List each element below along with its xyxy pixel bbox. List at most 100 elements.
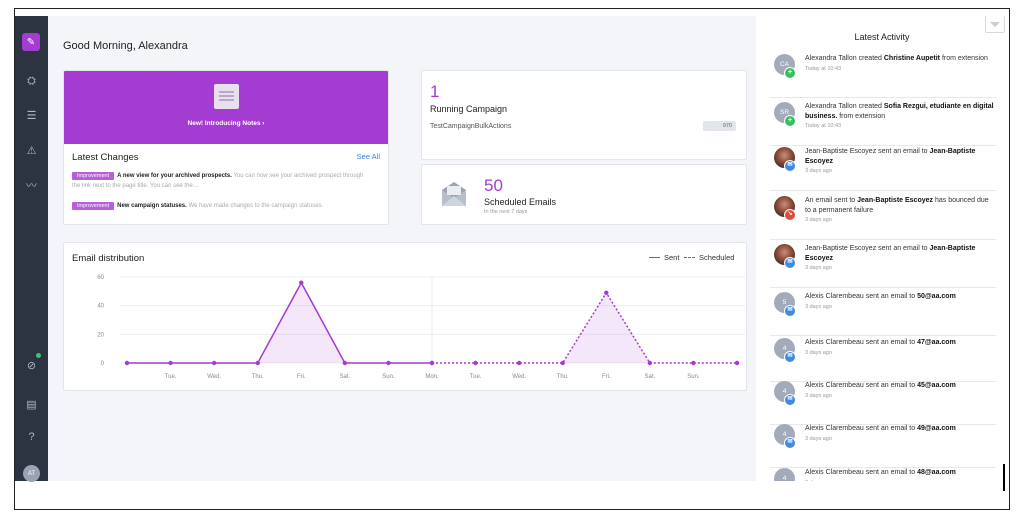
activity-time: 3 days ago [805, 217, 832, 223]
online-dot [36, 353, 41, 358]
scrollbar-thumb[interactable] [1003, 464, 1005, 491]
x-tick-label: Sat. [340, 374, 351, 380]
notes-banner[interactable]: New! Introducing Notes › [64, 71, 388, 144]
series-line [432, 291, 737, 364]
activity-avatar[interactable]: 4 [774, 468, 795, 481]
activity-time: 3 days ago [805, 168, 832, 174]
data-point [647, 360, 653, 366]
activity-text: Alexandra Tallon created Christine Aupet… [805, 54, 995, 74]
email-sent-icon: ✉ [784, 257, 796, 269]
change-headline: New campaign statuses. [117, 203, 187, 209]
x-tick-label: Fri. [602, 374, 611, 380]
scheduled-emails-count: 50 [484, 176, 503, 195]
activity-item[interactable]: 4 ✉ Alexis Clarembeau sent an email to 45@… [770, 379, 996, 425]
compass-icon[interactable]: ⊘ [15, 353, 48, 375]
notes-icon [214, 84, 239, 109]
y-tick-label: 20 [97, 332, 104, 338]
scheduled-emails-period: In the next 7 days [484, 209, 528, 215]
activity-text: Jean-Baptiste Escoyez sent an email to J… [805, 244, 995, 274]
activity-target-link[interactable]: 50@aa.com [917, 293, 956, 300]
y-tick-label: 0 [101, 361, 105, 367]
activity-text-prefix: Alexandra Tallon created [805, 103, 884, 110]
activity-target-link[interactable]: Christine Aupetit [883, 55, 941, 62]
activity-text: Alexis Clarembeau sent an email to 45@aa… [805, 381, 995, 401]
campaigns-icon[interactable]: ⚠ [26, 144, 37, 157]
dashboard-main: Good Morning, Alexandra New! Introducing… [48, 16, 756, 481]
activity-item[interactable]: SR + Alexandra Tallon created Sofia Rezgui… [770, 100, 996, 146]
activity-text-prefix: An email sent to [805, 197, 858, 204]
prospect-count-badge: 970 [703, 121, 736, 131]
x-tick-label: Tue. [470, 374, 482, 380]
data-point [168, 360, 173, 366]
x-tick-label: Tue. [165, 374, 177, 380]
activity-text: Alexis Clarembeau sent an email to 48@aa… [805, 468, 995, 481]
running-campaign-label: Running Campaign [430, 104, 508, 114]
data-point [516, 360, 522, 366]
x-tick-label: Mon. [425, 374, 439, 380]
gift-icon[interactable]: ▤ [26, 398, 37, 411]
activity-text-prefix: Jean-Baptiste Escoyez sent an email to [805, 148, 930, 155]
activity-target-link[interactable]: Jean-Baptiste Escoyez [805, 245, 976, 262]
activity-item[interactable]: ✉ Jean-Baptiste Escoyez sent an email to … [770, 242, 996, 288]
legend-scheduled[interactable]: Scheduled [684, 253, 734, 262]
legend-scheduled-label: Scheduled [699, 253, 735, 262]
see-all-link[interactable]: See All [356, 152, 380, 161]
running-campaign-card[interactable]: 1 Running Campaign TestCampaignBulkActio… [421, 70, 747, 160]
x-tick-label: Wed. [207, 374, 221, 380]
activity-item[interactable]: 5 ✉ Alexis Clarembeau sent an email to 50@… [770, 290, 996, 336]
user-avatar[interactable]: AT [23, 465, 40, 482]
activity-item[interactable]: CA + Alexandra Tallon created Christine Au… [770, 52, 996, 98]
change-item[interactable]: Improvement New campaign statuses. We hav… [72, 201, 372, 211]
improvement-badge: Improvement [72, 202, 115, 210]
activity-item[interactable]: ↘ An email sent to Jean-Baptiste Escoyez … [770, 194, 996, 240]
email-distribution-chart: 0 20 40 60 Tue. Wed. Thu. Fri. Sat. Sun. Mon. Tue. W… [97, 275, 745, 380]
activity-target-link[interactable]: 49@aa.com [917, 425, 956, 432]
data-point [604, 290, 609, 295]
change-description: We have made changes to the campaign sta… [186, 203, 324, 209]
greeting-title: Good Morning, Alexandra [63, 40, 188, 52]
lists-icon[interactable]: ☰ [26, 109, 37, 122]
analytics-icon[interactable]: 〰 [26, 180, 37, 192]
notes-announcement-link[interactable]: New! Introducing Notes › [187, 120, 265, 127]
activity-text-prefix: Alexis Clarembeau sent an email to [805, 382, 918, 389]
notes-card: New! Introducing Notes › Latest Changes … [63, 70, 389, 225]
sidebar: ✎ ⛭ ☰ ⚠ 〰 ⊘ ▤ ? AT [15, 16, 48, 482]
activity-item[interactable]: 4 ✉ Alexis Clarembeau sent an email to 49@… [770, 422, 996, 468]
activity-target-link[interactable]: 48@aa.com [917, 469, 956, 476]
x-tick-label: Sun. [382, 374, 395, 380]
legend-sent[interactable]: Sent [649, 253, 679, 262]
activity-title: Latest Activity [854, 32, 910, 42]
data-point [299, 280, 304, 285]
change-item[interactable]: Improvement A new view for your archived … [72, 171, 372, 191]
change-headline: A new view for your archived prospects. [117, 173, 232, 179]
compose-icon[interactable]: ✎ [22, 33, 40, 51]
x-tick-label: Sat. [645, 374, 656, 380]
activity-time: Today at 10:43 [805, 65, 842, 72]
activity-time: 3 days ago [805, 349, 832, 356]
activity-item[interactable]: 4✉Alexis Clarembeau sent an email to 48@… [770, 466, 996, 481]
activity-target-link[interactable]: Jean-Baptiste Escoyez [857, 197, 934, 204]
x-tick-label: Fri. [297, 374, 306, 380]
activity-target-link[interactable]: 47@aa.com [917, 339, 956, 346]
latest-changes-title: Latest Changes [72, 152, 139, 163]
x-tick-label: Thu. [252, 374, 264, 380]
prospects-icon[interactable]: ⛭ [27, 74, 36, 87]
activity-target-link[interactable]: Sofia Rezgui, etudiante en digital busin… [805, 103, 994, 120]
compass-glyph: ⊘ [26, 359, 37, 372]
activity-item[interactable]: 4 ✉ Alexis Clarembeau sent an email to 47@… [770, 336, 996, 382]
campaign-name[interactable]: TestCampaignBulkActions [430, 123, 512, 130]
change-description: You can now see your archived prospect t… [72, 173, 364, 189]
activity-item[interactable]: ✉ Jean-Baptiste Escoyez sent an email to … [770, 145, 996, 191]
help-icon[interactable]: ? [28, 431, 35, 443]
activity-target-link[interactable]: Jean-Baptiste Escoyez [805, 148, 976, 165]
created-icon: + [784, 67, 796, 79]
activity-time: 3 days ago [805, 392, 832, 399]
filter-button[interactable] [985, 16, 1005, 33]
activity-target-link[interactable]: 45@aa.com [917, 382, 956, 389]
series-line [127, 281, 432, 364]
scheduled-emails-card[interactable]: 50 Scheduled Emails In the next 7 days [421, 164, 747, 225]
chart-title: Email distribution [72, 253, 145, 264]
activity-panel: Latest Activity CA + Alexandra Tallon crea… [756, 16, 1008, 481]
activity-text: An email sent to Jean-Baptiste Escoyez h… [805, 196, 995, 226]
email-sent-icon: ✉ [784, 160, 796, 172]
